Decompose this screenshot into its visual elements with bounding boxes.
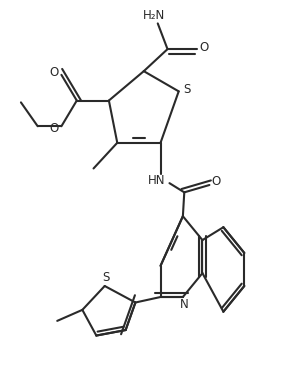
Text: HN: HN bbox=[147, 174, 165, 187]
Text: O: O bbox=[49, 122, 58, 135]
Text: H₂N: H₂N bbox=[142, 9, 165, 22]
Text: S: S bbox=[183, 83, 191, 96]
Text: O: O bbox=[199, 41, 208, 54]
Text: S: S bbox=[102, 272, 110, 285]
Text: O: O bbox=[50, 67, 59, 80]
Text: N: N bbox=[180, 298, 189, 311]
Text: O: O bbox=[212, 175, 221, 188]
